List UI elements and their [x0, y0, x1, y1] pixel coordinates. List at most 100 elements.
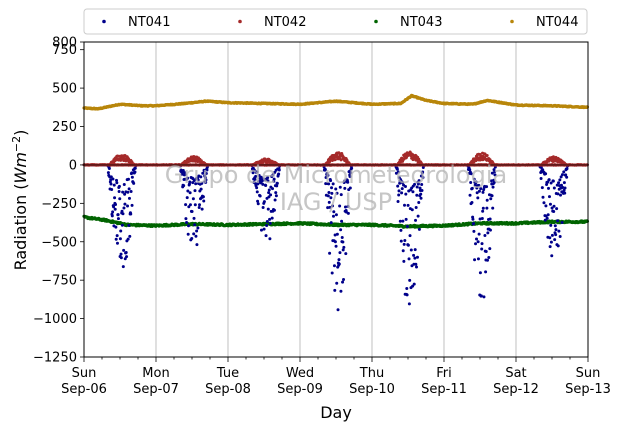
- nt041-point: [111, 177, 115, 181]
- nt041-point: [193, 203, 197, 207]
- nt041-point: [117, 190, 121, 194]
- nt041-point: [474, 180, 478, 184]
- nt041-point: [186, 189, 190, 193]
- nt041-point: [255, 186, 259, 190]
- nt041-point: [484, 249, 488, 253]
- nt041-point: [484, 270, 488, 274]
- nt041-point: [197, 206, 201, 210]
- x-tick-date-4: Sep-10: [349, 382, 395, 397]
- nt041-point: [337, 262, 341, 266]
- nt041-point: [205, 168, 209, 172]
- legend-box: [83, 8, 588, 35]
- nt041-point: [120, 223, 124, 227]
- nt041-point: [472, 229, 476, 233]
- x-tick-weekday-2: Tue: [216, 366, 239, 381]
- nt041-point: [405, 286, 409, 290]
- nt041-point: [200, 181, 204, 185]
- nt041-point: [118, 237, 122, 241]
- nt041-point: [552, 209, 556, 213]
- nt041-point: [132, 181, 136, 185]
- nt041-point: [478, 217, 482, 221]
- nt041-point: [113, 207, 117, 211]
- nt041-point: [348, 174, 352, 178]
- y-tick-label: −250: [41, 197, 77, 212]
- nt041-point: [129, 190, 133, 194]
- nt041-point: [343, 186, 347, 190]
- nt041-point: [480, 242, 484, 246]
- nt041-point: [115, 241, 119, 245]
- nt041-point: [116, 217, 120, 221]
- nt041-point: [490, 171, 494, 175]
- nt041-point: [326, 206, 330, 210]
- nt043-point: [585, 219, 590, 223]
- nt041-point: [133, 166, 137, 170]
- nt041-point: [550, 206, 554, 210]
- nt041-point: [261, 205, 265, 209]
- nt041-point: [545, 216, 549, 220]
- nt041-point: [262, 227, 266, 231]
- legend-label-nt042: NT042: [264, 15, 306, 30]
- nt041-point: [115, 178, 119, 182]
- nt041-point: [560, 220, 564, 224]
- nt041-point: [557, 229, 561, 233]
- nt041-point: [201, 171, 205, 175]
- nt041-point: [548, 202, 552, 206]
- nt041-point: [109, 182, 113, 186]
- nt041-point: [476, 257, 480, 261]
- nt041-point: [253, 178, 257, 181]
- nt041-point: [412, 282, 416, 286]
- nt041-point: [121, 212, 125, 216]
- nt041-point: [415, 265, 418, 269]
- nt041-point: [181, 168, 185, 172]
- nt041-point: [332, 264, 336, 268]
- nt041-point: [196, 178, 200, 182]
- nt041-point: [277, 172, 281, 176]
- nt041-point: [416, 182, 420, 186]
- nt041-point: [468, 168, 472, 172]
- nt041-point: [477, 189, 481, 193]
- nt041-point: [493, 173, 497, 177]
- legend-marker-nt042: [238, 19, 242, 24]
- nt041-point: [270, 216, 274, 220]
- nt041-point: [404, 192, 408, 196]
- nt041-point: [401, 219, 405, 223]
- nt041-point: [482, 188, 486, 192]
- nt041-point: [334, 244, 338, 248]
- nt041-point: [340, 236, 344, 240]
- nt041-point: [418, 186, 422, 190]
- nt041-point: [268, 237, 272, 241]
- nt041-point: [271, 187, 274, 191]
- nt041-point: [552, 204, 556, 208]
- axis-ticks: 7505002500−250−500−750−1000−1250800SunSe…: [33, 36, 611, 398]
- nt041-point: [268, 217, 272, 221]
- nt041-point: [395, 167, 399, 171]
- y-tick-label: 250: [52, 120, 77, 135]
- nt041-point: [338, 251, 342, 255]
- nt041-point: [403, 184, 407, 188]
- nt041-point: [550, 254, 554, 258]
- legend-label-nt043: NT043: [400, 15, 442, 30]
- nt041-point: [339, 228, 343, 232]
- nt041-point: [558, 235, 562, 239]
- nt041-point: [329, 196, 333, 200]
- nt041-point: [346, 211, 350, 215]
- nt041-point: [396, 170, 400, 174]
- nt041-point: [133, 170, 137, 174]
- nt041-point: [265, 219, 269, 223]
- nt041-point: [330, 271, 334, 275]
- nt041-point: [399, 228, 403, 232]
- nt041-point: [343, 205, 347, 209]
- nt041-point: [126, 190, 130, 194]
- nt041-point: [328, 205, 332, 209]
- nt041-point: [474, 242, 478, 246]
- nt041-point: [188, 180, 192, 184]
- nt041-point: [255, 170, 259, 174]
- nt041-point: [400, 191, 404, 195]
- nt041-point: [493, 170, 497, 174]
- nt041-point: [337, 258, 341, 262]
- nt041-point: [184, 217, 188, 221]
- nt041-point: [397, 189, 401, 193]
- nt041-point: [114, 237, 118, 241]
- nt041-point: [191, 197, 195, 201]
- nt041-point: [472, 222, 476, 226]
